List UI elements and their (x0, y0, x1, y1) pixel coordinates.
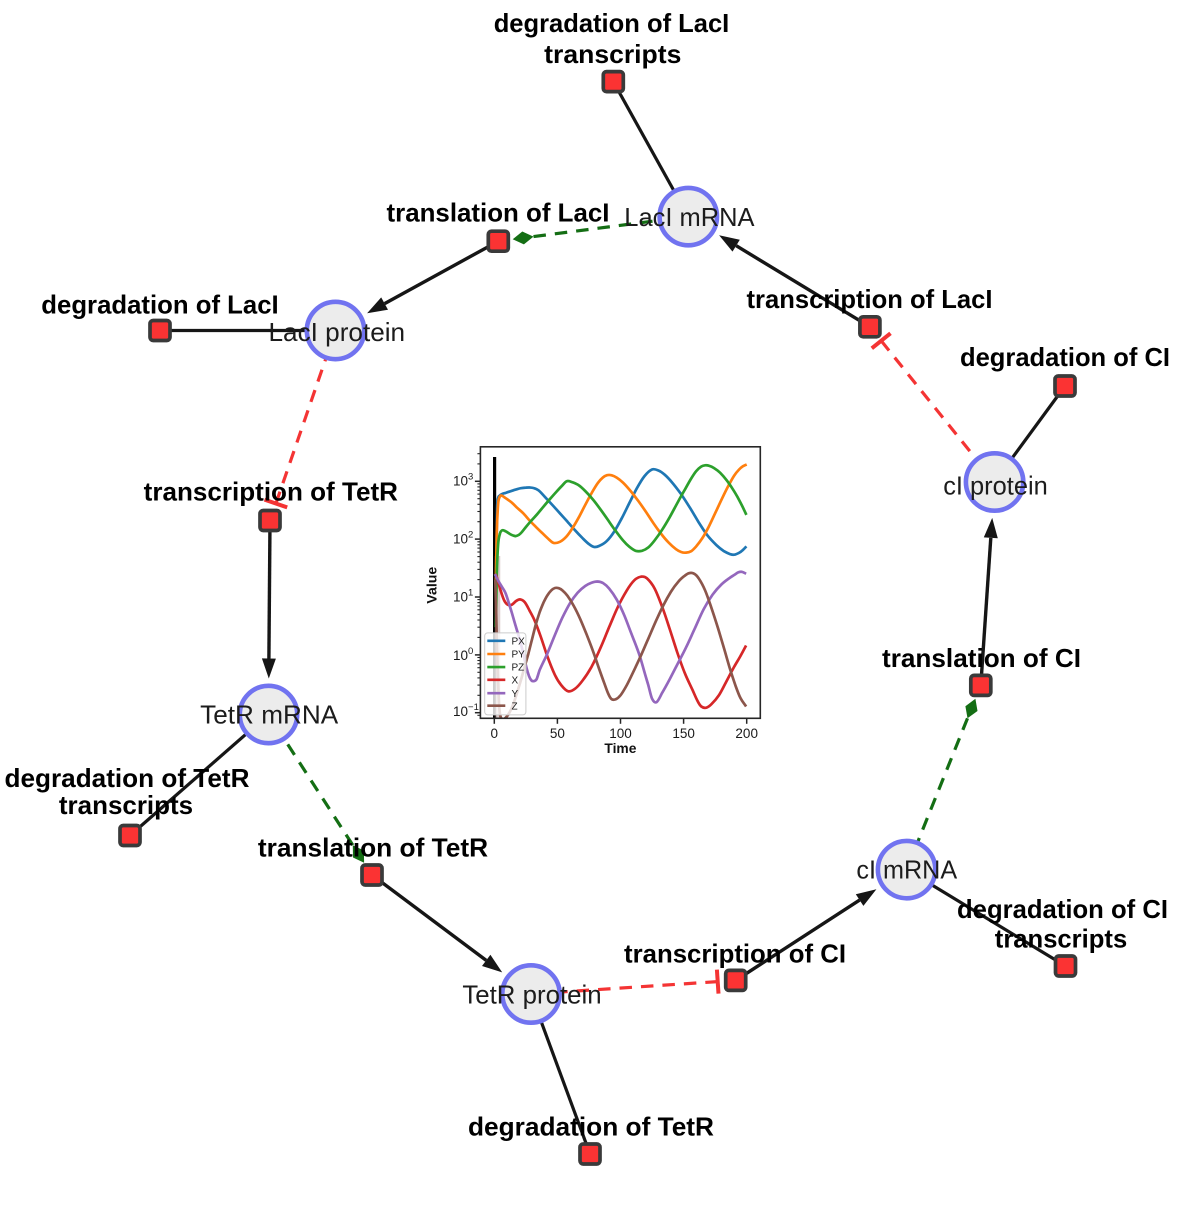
svg-text:50: 50 (550, 726, 565, 741)
svg-text:transcripts: transcripts (59, 790, 193, 820)
svg-text:X: X (512, 675, 519, 686)
svg-text:Value: Value (425, 566, 440, 604)
svg-text:LacI mRNA: LacI mRNA (624, 202, 755, 232)
svg-text:transcription of CI: transcription of CI (624, 939, 846, 969)
svg-text:translation of CI: translation of CI (882, 643, 1081, 673)
svg-text:0: 0 (491, 726, 499, 741)
svg-text:degradation of TetR: degradation of TetR (468, 1112, 714, 1142)
svg-text:cI protein: cI protein (943, 471, 1048, 501)
svg-text:degradation of LacI: degradation of LacI (41, 290, 278, 320)
svg-text:TetR mRNA: TetR mRNA (200, 700, 339, 730)
svg-text:Y: Y (512, 689, 519, 700)
svg-text:degradation of CI: degradation of CI (960, 342, 1170, 372)
svg-text:translation of TetR: translation of TetR (258, 833, 489, 863)
svg-text:PY: PY (512, 650, 526, 661)
svg-text:transcripts: transcripts (995, 924, 1127, 954)
svg-text:Z: Z (512, 701, 518, 712)
svg-text:transcription of LacI: transcription of LacI (747, 284, 993, 314)
svg-text:100: 100 (609, 726, 632, 741)
svg-text:PX: PX (512, 636, 526, 647)
svg-text:translation of LacI: translation of LacI (387, 198, 610, 228)
svg-text:degradation of TetR: degradation of TetR (5, 763, 250, 793)
svg-text:150: 150 (672, 726, 695, 741)
svg-text:200: 200 (735, 726, 758, 741)
svg-text:degradation of LacI: degradation of LacI (494, 8, 730, 38)
svg-text:TetR protein: TetR protein (462, 980, 601, 1010)
svg-text:transcription of TetR: transcription of TetR (144, 477, 399, 507)
svg-text:cI mRNA: cI mRNA (856, 855, 957, 885)
svg-text:Time: Time (604, 741, 637, 756)
svg-text:PZ: PZ (512, 663, 525, 674)
svg-text:degradation of CI: degradation of CI (957, 894, 1168, 924)
svg-text:LacI protein: LacI protein (269, 317, 406, 347)
svg-text:transcripts: transcripts (544, 39, 681, 69)
